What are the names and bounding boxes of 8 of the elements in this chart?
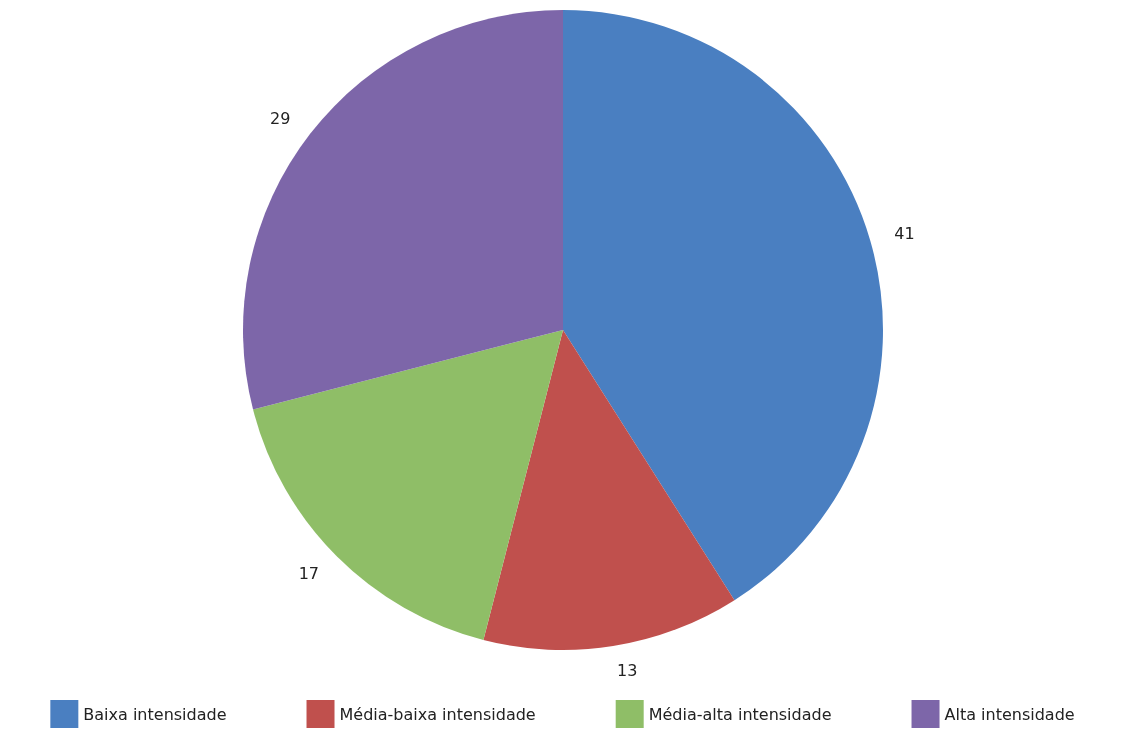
- legend-label: Média-alta intensidade: [648, 704, 832, 724]
- legend-label: Média-baixa intensidade: [339, 704, 536, 724]
- legend-label: Baixa intensidade: [83, 704, 227, 724]
- data-label: 41: [894, 224, 915, 244]
- data-label: 13: [616, 661, 638, 681]
- legend-label: Alta intensidade: [944, 704, 1075, 724]
- data-label: 17: [298, 564, 320, 584]
- data-label: 29: [270, 109, 291, 129]
